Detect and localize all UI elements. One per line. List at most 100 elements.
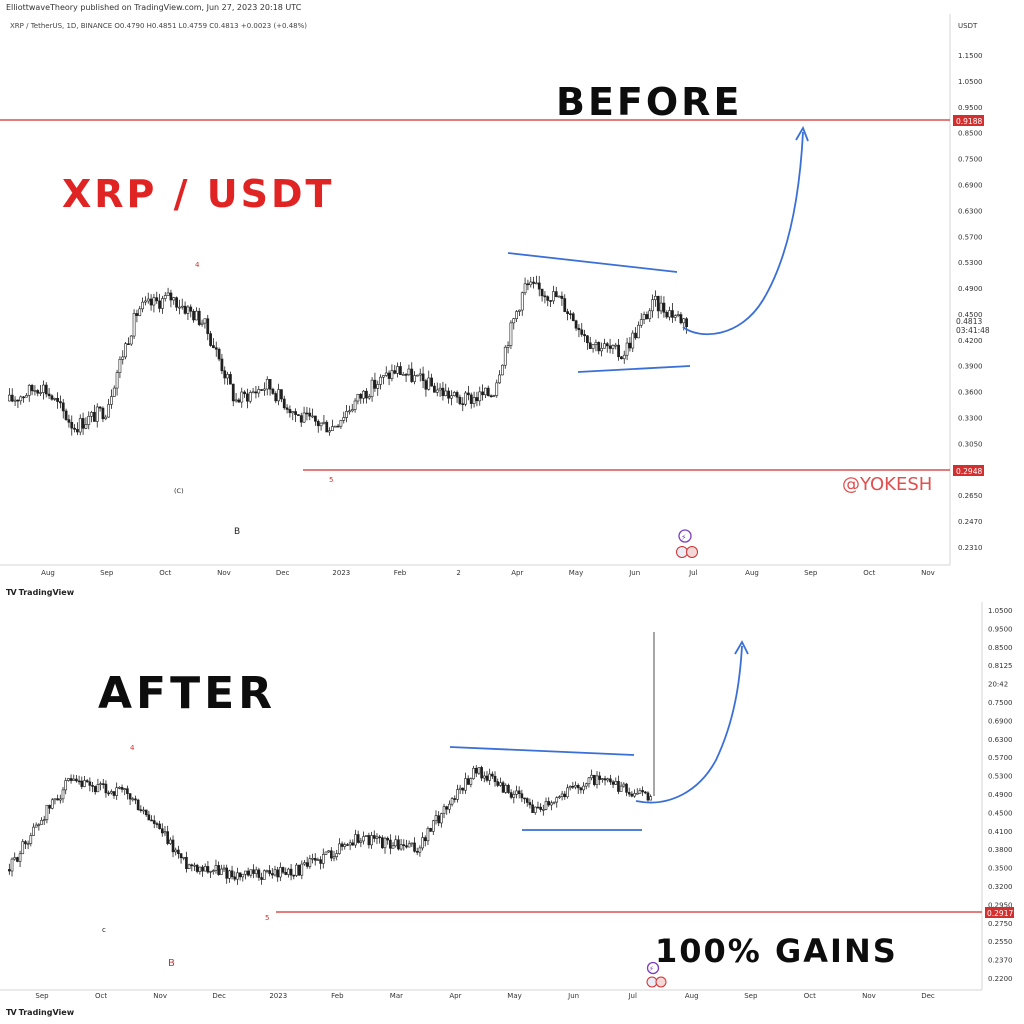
projection-arrowhead <box>795 125 809 142</box>
candle-body <box>489 395 493 398</box>
candle-body <box>469 394 473 404</box>
flag-icon[interactable] <box>686 546 698 558</box>
x-tick-label: Nov <box>862 992 876 1000</box>
x-tick-label: Nov <box>217 569 231 577</box>
candle-body <box>8 869 11 872</box>
resistance-price-box <box>953 115 984 126</box>
candle-body <box>172 297 176 301</box>
candle-body <box>396 366 399 374</box>
candle-body <box>47 393 51 397</box>
candle-body <box>319 422 323 427</box>
before-title: BEFORE <box>556 80 742 124</box>
x-tick-label: Oct <box>159 569 171 577</box>
candle-body <box>53 798 57 801</box>
candle-body <box>110 396 113 405</box>
candle-body <box>504 784 508 793</box>
candle-body <box>423 837 427 842</box>
candle-body <box>132 313 136 337</box>
candle-body <box>237 399 241 403</box>
candle-body <box>24 841 27 845</box>
candle-body <box>127 343 130 346</box>
candle-body <box>56 798 59 801</box>
candle-body <box>147 814 151 821</box>
candle-body <box>628 342 632 349</box>
candle-body <box>404 374 408 376</box>
candle-body <box>365 390 368 399</box>
candle-body <box>180 305 184 308</box>
candle-body <box>193 864 196 867</box>
candle-body <box>328 430 331 433</box>
candle-body <box>248 392 252 402</box>
y-tick-label: 0.2550 <box>988 938 1013 946</box>
y-tick-label: 0.9500 <box>958 104 983 112</box>
candle-body <box>91 785 94 787</box>
event-icon[interactable] <box>678 529 692 543</box>
before-chart-svg: USDT 1.1500 1.0500 0.9500 0.8500 0.7500 0.690… <box>0 14 990 577</box>
candle-body <box>506 345 510 348</box>
candle-body <box>282 398 286 409</box>
candle-body <box>637 324 640 339</box>
candle-body <box>477 767 481 774</box>
candle-body <box>547 801 551 806</box>
y-tick-label: 0.5300 <box>988 773 1013 781</box>
candle-body <box>257 389 261 394</box>
candle-body <box>88 781 92 786</box>
tradingview-logo: TV TradingView <box>6 1008 75 1017</box>
candle-body <box>639 319 643 326</box>
candle-body <box>440 813 443 824</box>
x-tick-label: 2023 <box>269 992 287 1000</box>
x-tick-label: May <box>569 569 583 577</box>
candle-body <box>139 809 143 811</box>
candle-body <box>284 871 288 875</box>
candle-body <box>16 857 19 862</box>
candle-body <box>608 345 612 349</box>
candle-body <box>625 783 628 793</box>
candle-body <box>80 780 84 787</box>
candle-body <box>198 866 202 872</box>
flag-icon[interactable] <box>676 546 688 558</box>
gains-title: 100% GAINS <box>655 932 898 970</box>
candle-body <box>518 309 521 312</box>
flag-icon[interactable] <box>655 976 667 988</box>
candle-body <box>67 778 70 781</box>
candle-body <box>177 849 180 854</box>
event-icon[interactable] <box>646 961 660 975</box>
candle-body <box>251 391 255 394</box>
candle-body <box>577 327 581 331</box>
candle-body <box>614 344 618 347</box>
candle-body <box>351 842 355 846</box>
candle-body <box>549 300 552 302</box>
candle-body <box>81 418 85 429</box>
y-tick-label: 0.7500 <box>958 156 983 164</box>
candle-body <box>144 300 147 303</box>
candle-body <box>543 295 547 298</box>
x-tick-label: Dec <box>276 569 290 577</box>
candle-body <box>44 384 48 395</box>
x-tick-label: Sep <box>804 569 818 577</box>
candle-body <box>433 385 436 393</box>
candle-body <box>654 295 657 300</box>
candle-body <box>367 835 371 846</box>
candle-body <box>614 780 618 785</box>
candle-body <box>321 854 325 864</box>
candle-body <box>138 308 142 316</box>
candle-body <box>240 391 244 403</box>
candle-body <box>685 318 688 327</box>
candle-body <box>482 775 486 779</box>
y-tick-label: 0.4200 <box>958 337 983 345</box>
candle-body <box>99 783 102 785</box>
candle-body <box>359 840 363 843</box>
candle-body <box>515 311 518 319</box>
candle-body <box>484 387 487 396</box>
candle-body <box>195 310 198 321</box>
candle-body <box>682 318 686 324</box>
y-tick-label: 0.4900 <box>958 285 983 293</box>
y-tick-label: 0.4100 <box>988 828 1013 836</box>
candle-body <box>509 322 513 346</box>
candle-body <box>302 412 306 423</box>
candle-body <box>201 866 204 872</box>
candle-body <box>246 870 250 876</box>
candle-body <box>415 851 419 853</box>
candle-body <box>467 392 470 396</box>
candle-body <box>64 410 68 420</box>
